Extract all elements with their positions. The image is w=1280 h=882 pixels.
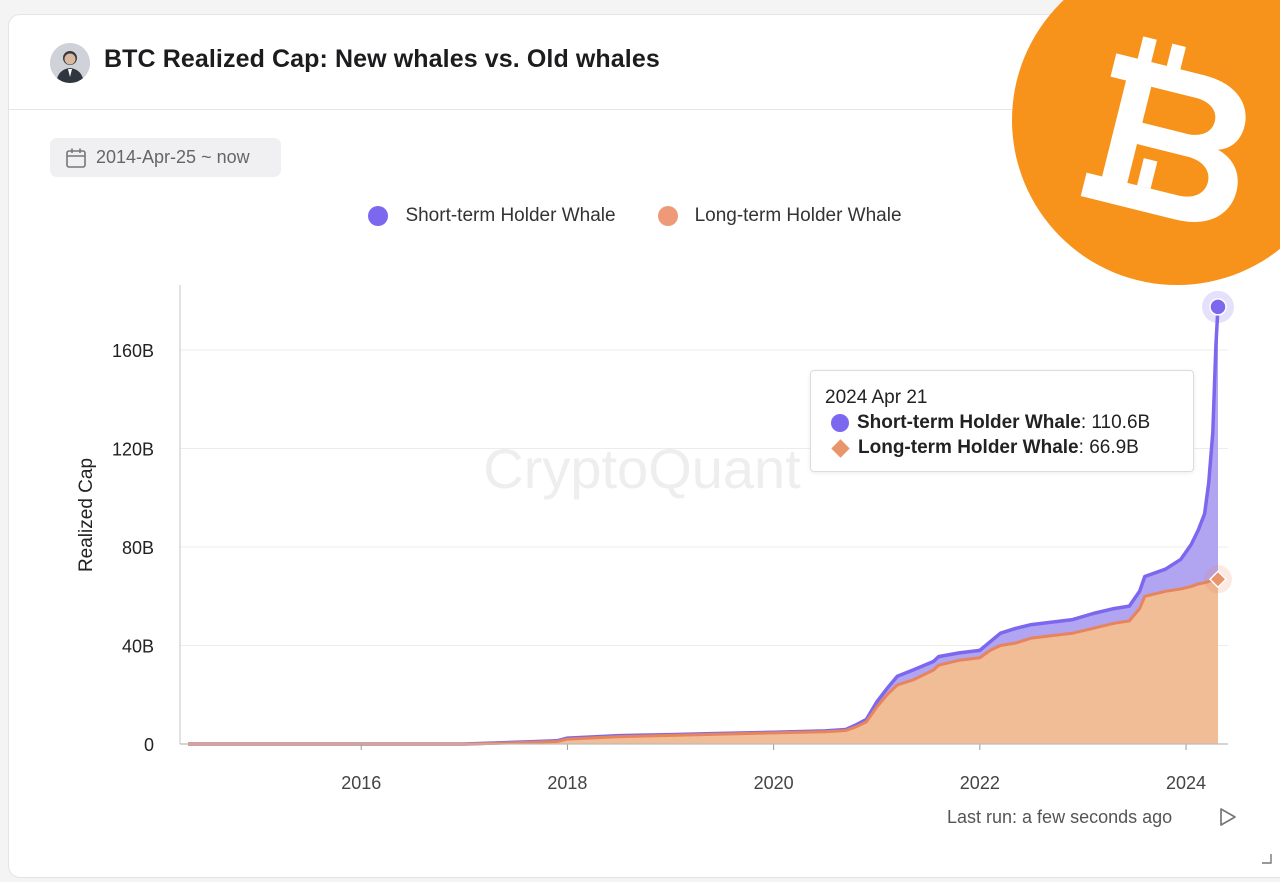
tooltip-row-long-term: Long-term Holder Whale: 66.9B <box>831 437 1139 459</box>
series-line-long-term <box>188 577 1218 746</box>
author-avatar[interactable] <box>50 43 90 83</box>
x-tick-label: 2020 <box>754 773 794 793</box>
card-header: BTC Realized Cap: New whales vs. Old wha… <box>9 15 1280 110</box>
hover-markers <box>1202 290 1234 594</box>
legend-item-short-term[interactable]: Short-term Holder Whale <box>368 205 616 227</box>
date-range-label: 2014-Apr-25 ~ now <box>96 147 250 167</box>
tooltip-row-short-term: Short-term Holder Whale: 110.6B <box>831 412 1150 434</box>
legend-label-short-term: Short-term Holder Whale <box>405 205 616 226</box>
resize-handle-icon[interactable] <box>1262 854 1272 864</box>
tooltip-date: 2024 Apr 21 <box>825 387 928 408</box>
watermark: CryptoQuant <box>483 437 801 500</box>
tooltip: 2024 Apr 21 Short-term Holder Whale: 110… <box>810 370 1194 472</box>
y-tick-label: 120B <box>112 440 154 460</box>
axes <box>179 285 1228 750</box>
legend-item-long-term[interactable]: Long-term Holder Whale <box>657 205 902 227</box>
tooltip-value-short-term: 110.6B <box>1091 412 1151 433</box>
legend-dot-long-term <box>657 206 678 226</box>
avatar-image <box>50 43 90 83</box>
legend-label-long-term: Long-term Holder Whale <box>694 205 902 226</box>
y-tick-label: 40B <box>122 637 154 657</box>
tick-labels: 0 40B 80B 120B 160B 2016 2018 2020 2022 2024 <box>112 341 1206 793</box>
x-tick-label: 2018 <box>547 773 587 793</box>
tooltip-label-short-term: Short-term Holder Whale <box>857 412 1081 433</box>
hover-point-short-term <box>1209 298 1227 316</box>
date-range-filter[interactable]: 2014-Apr-25 ~ now <box>50 138 281 177</box>
y-tick-label: 0 <box>144 735 154 755</box>
x-tick-label: 2022 <box>960 773 1000 793</box>
chart-legend: Short-term Holder Whale Long-term Holder… <box>0 205 1270 227</box>
y-tick-label: 80B <box>122 538 154 558</box>
tooltip-label-long-term: Long-term Holder Whale <box>858 437 1079 458</box>
y-axis-label: Realized Cap <box>76 458 97 572</box>
x-tick-label: 2016 <box>341 773 381 793</box>
run-play-icon[interactable] <box>1216 806 1238 828</box>
calendar-icon <box>66 148 86 168</box>
area-long-term <box>188 579 1218 744</box>
hover-point-long-term <box>1208 570 1228 589</box>
page-title: BTC Realized Cap: New whales vs. Old wha… <box>104 45 660 73</box>
legend-dot-short-term <box>368 206 389 226</box>
bitcoin-logo-icon <box>1012 0 1280 285</box>
tooltip-value-long-term: 66.9B <box>1089 437 1139 458</box>
series-areas <box>188 306 1220 746</box>
tooltip-diamond-long-term <box>831 438 850 458</box>
y-tick-label: 160B <box>112 341 154 361</box>
tooltip-dot-short-term <box>831 414 849 432</box>
x-tick-label: 2024 <box>1166 773 1206 793</box>
last-run-status: Last run: a few seconds ago <box>947 807 1173 827</box>
